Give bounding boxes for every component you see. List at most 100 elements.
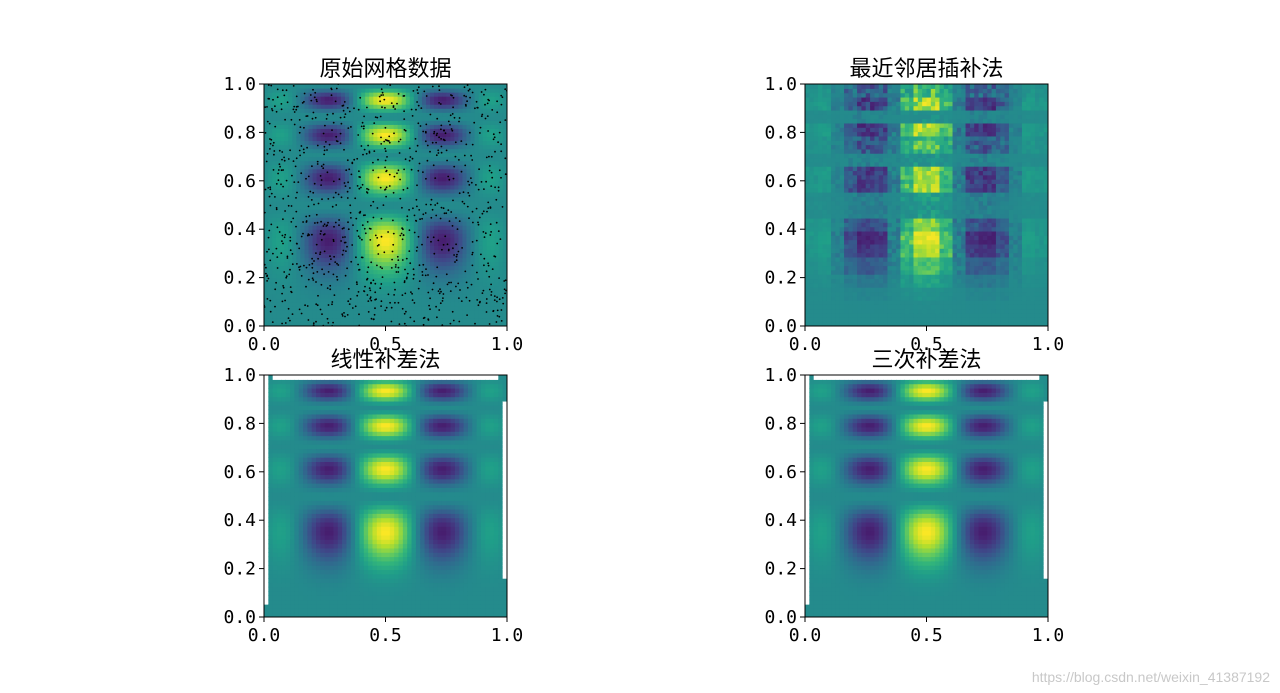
scatter-point — [500, 94, 503, 97]
scatter-point — [265, 160, 268, 163]
scatter-point — [490, 155, 493, 158]
scatter-point — [311, 117, 314, 120]
scatter-point — [291, 313, 294, 315]
scatter-point — [320, 184, 322, 187]
scatter-point — [486, 115, 489, 117]
scatter-point — [343, 227, 345, 229]
scatter-point — [365, 152, 368, 155]
scatter-point — [322, 225, 325, 227]
scatter-point — [421, 274, 424, 276]
scatter-point — [366, 106, 368, 109]
scatter-point — [367, 311, 370, 313]
scatter-point — [320, 165, 323, 168]
scatter-point — [473, 121, 476, 124]
scatter-point — [468, 217, 470, 220]
scatter-point — [275, 110, 278, 113]
scatter-point — [495, 198, 498, 201]
y-tick-label: 0.4 — [223, 510, 256, 531]
scatter-point — [503, 288, 506, 291]
scatter-point — [312, 191, 315, 194]
scatter-point — [470, 283, 473, 286]
scatter-point — [302, 221, 304, 223]
scatter-point — [388, 141, 391, 144]
scatter-point — [467, 192, 470, 194]
scatter-point — [391, 250, 394, 253]
scatter-point — [422, 213, 425, 216]
scatter-point — [278, 231, 281, 233]
scatter-point — [345, 250, 347, 253]
scatter-point — [350, 126, 352, 128]
scatter-point — [483, 236, 486, 239]
scatter-point — [289, 236, 292, 239]
scatter-point — [332, 238, 335, 241]
scatter-point — [354, 305, 357, 308]
scatter-point — [277, 172, 279, 175]
scatter-point — [471, 143, 474, 146]
scatter-point — [367, 300, 370, 302]
scatter-point — [320, 220, 322, 223]
scatter-point — [331, 303, 333, 306]
scatter-point — [277, 179, 280, 182]
scatter-point — [491, 268, 494, 270]
scatter-point — [277, 169, 280, 171]
scatter-point — [377, 176, 380, 179]
scatter-point — [384, 188, 387, 191]
scatter-point — [315, 281, 317, 283]
scatter-point — [501, 297, 504, 299]
scatter-point — [406, 219, 409, 221]
scatter-point — [310, 99, 313, 102]
scatter-point — [284, 322, 287, 324]
scatter-point — [334, 261, 337, 263]
scatter-point — [465, 281, 468, 284]
scatter-point — [425, 268, 427, 270]
scatter-point — [492, 133, 495, 136]
scatter-point — [493, 255, 496, 257]
scatter-point — [436, 202, 439, 205]
scatter-point — [369, 296, 372, 299]
scatter-point — [417, 86, 420, 89]
scatter-point — [276, 96, 279, 99]
scatter-point — [412, 90, 415, 92]
scatter-point — [468, 299, 471, 302]
scatter-point — [282, 242, 284, 245]
scatter-point — [267, 187, 270, 189]
scatter-point — [284, 210, 286, 212]
scatter-point — [372, 318, 375, 321]
scatter-point — [463, 202, 466, 205]
scatter-point — [355, 256, 357, 259]
x-tick-label: 0.0 — [789, 334, 822, 355]
scatter-point — [497, 186, 500, 189]
scatter-point — [418, 280, 421, 282]
x-tick-label: 1.0 — [1032, 334, 1065, 355]
scatter-point — [319, 253, 321, 256]
scatter-point — [459, 289, 461, 291]
scatter-point — [300, 235, 303, 238]
y-tick-label: 0.4 — [764, 219, 797, 240]
scatter-point — [370, 261, 373, 264]
scatter-point — [504, 119, 507, 121]
scatter-point — [269, 204, 272, 207]
scatter-point — [468, 194, 471, 197]
scatter-point — [429, 203, 432, 206]
scatter-point — [390, 267, 393, 269]
scatter-point — [306, 234, 309, 237]
scatter-point — [435, 275, 438, 278]
scatter-point — [303, 151, 305, 154]
scatter-point — [427, 291, 430, 294]
scatter-point — [495, 221, 498, 224]
scatter-point — [361, 238, 363, 241]
scatter-point — [397, 140, 400, 143]
y-tick-label: 0.0 — [223, 316, 256, 337]
scatter-point — [474, 107, 476, 110]
scatter-point — [440, 124, 443, 127]
scatter-point — [304, 304, 306, 307]
scatter-point — [403, 118, 406, 120]
scatter-point — [344, 185, 347, 188]
scatter-point — [488, 169, 491, 172]
scatter-point — [464, 270, 467, 273]
scatter-point — [497, 189, 500, 192]
scatter-point — [303, 100, 305, 103]
scatter-point — [373, 150, 376, 153]
scatter-point — [441, 248, 443, 251]
scatter-point — [424, 130, 427, 133]
